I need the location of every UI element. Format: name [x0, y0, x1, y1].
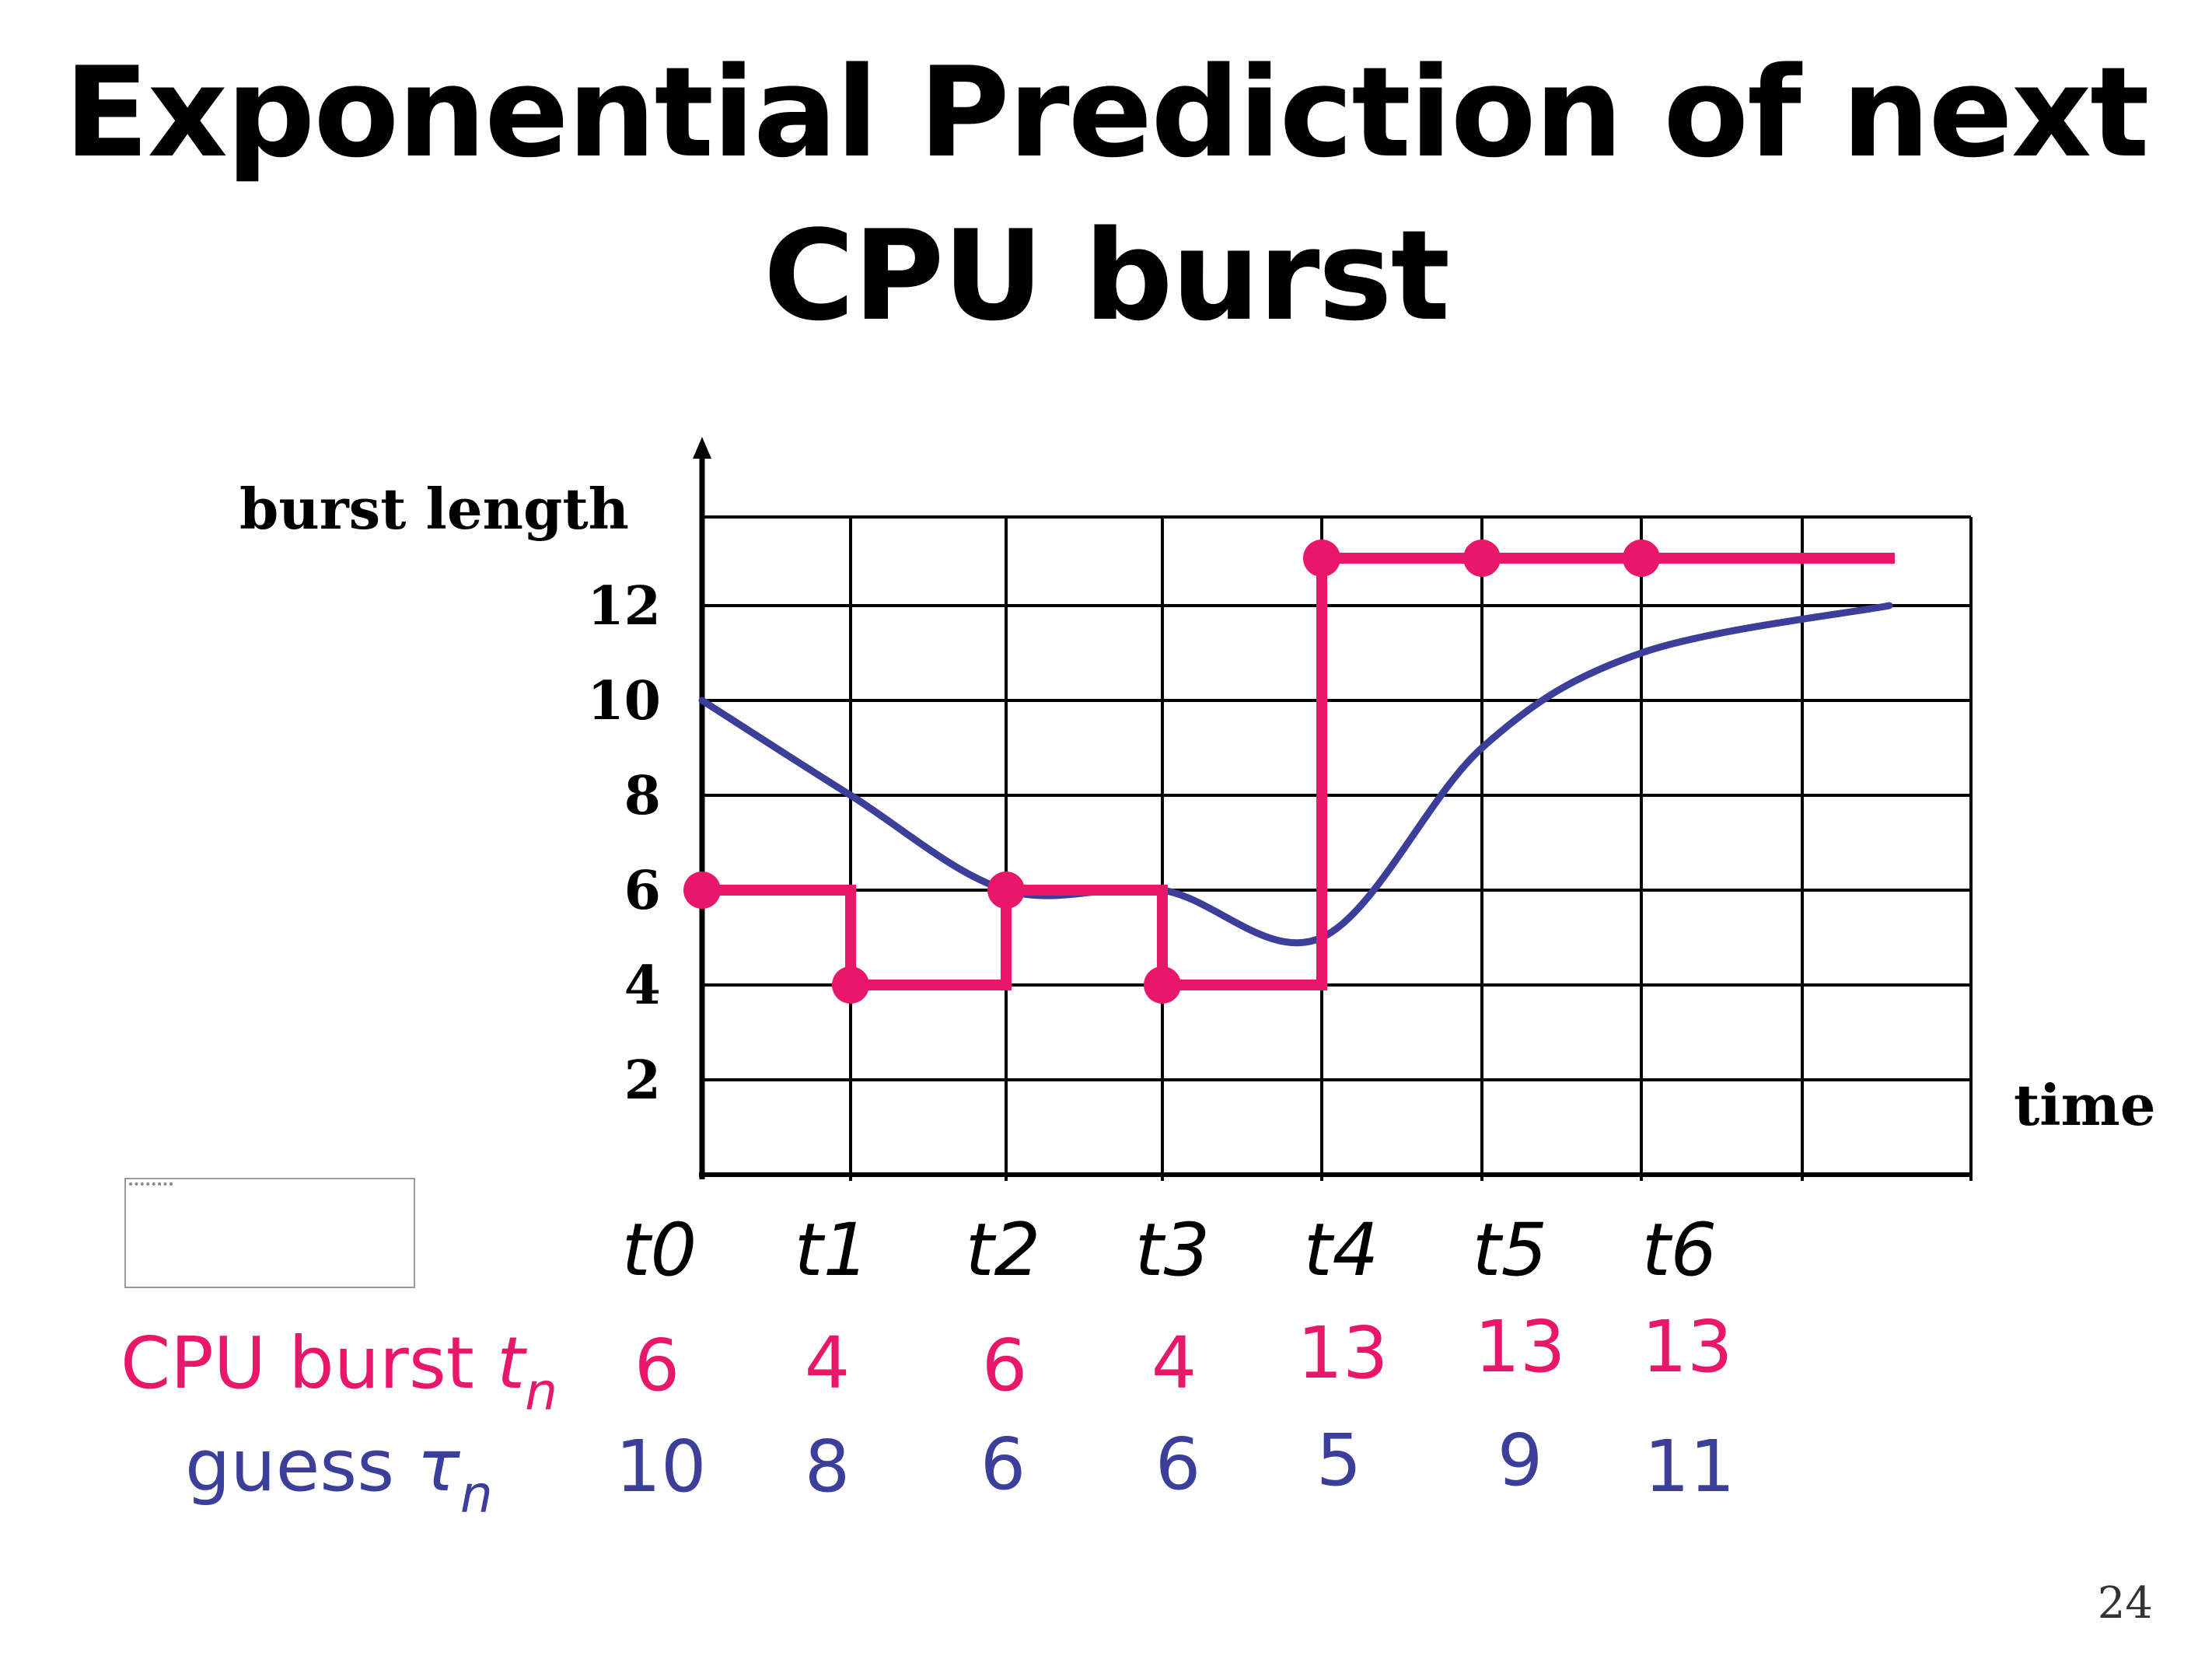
y-tick-label-2: 2 — [624, 1050, 661, 1112]
chart-grid — [702, 515, 1973, 1181]
y-tick-label-10: 10 — [587, 670, 661, 732]
cpu-burst-label-text: CPU burst — [121, 1322, 498, 1405]
slide-title-line-1: Exponential Prediction of next — [64, 40, 2149, 185]
cpu-burst-subscript: n — [525, 1362, 557, 1422]
burst-value-t5: 13 — [1474, 1305, 1565, 1388]
burst-value-t6: 13 — [1641, 1305, 1732, 1388]
guess-subscript: n — [460, 1465, 493, 1525]
burst-marker-t6 — [1623, 540, 1660, 577]
burst-value-t0: 6 — [634, 1324, 680, 1407]
time-label-t4: t4 — [1304, 1208, 1379, 1293]
guess-value-t6: 11 — [1644, 1425, 1735, 1508]
time-label-t3: t3 — [1135, 1208, 1211, 1293]
burst-marker-t3 — [1144, 966, 1181, 1004]
guess-value-t0: 10 — [615, 1425, 706, 1508]
chart-series — [683, 540, 1895, 1004]
chart-axes — [693, 437, 1971, 1179]
y-axis-title: burst length — [239, 476, 629, 542]
burst-marker-t2 — [987, 871, 1025, 909]
burst-step-line — [702, 553, 1895, 990]
page-number: 24 — [2097, 1578, 2153, 1629]
guess-symbol: τ — [417, 1424, 460, 1507]
guess-value-t1: 8 — [805, 1425, 851, 1508]
guess-label-text: guess — [185, 1424, 418, 1507]
guess-value-t2: 6 — [980, 1423, 1026, 1506]
y-tick-label-4: 4 — [624, 955, 661, 1017]
guess-value-t3: 6 — [1155, 1423, 1201, 1506]
time-label-t0: t0 — [622, 1208, 697, 1293]
time-label-t5: t5 — [1473, 1208, 1548, 1293]
x-axis-title: time — [2014, 1072, 2156, 1138]
empty-placeholder-box — [124, 1178, 415, 1288]
time-label-t2: t2 — [966, 1208, 1041, 1293]
cpu-burst-symbol: t — [497, 1322, 526, 1405]
y-axis-arrowhead — [693, 437, 711, 459]
burst-value-t1: 4 — [805, 1322, 851, 1405]
slide-title: Exponential Prediction of next CPU burst — [0, 31, 2212, 358]
y-tick-label-6: 6 — [624, 860, 661, 922]
burst-marker-t0 — [683, 871, 721, 909]
burst-value-t3: 4 — [1151, 1322, 1197, 1405]
cpu-burst-row-label: CPU burst tn — [121, 1328, 557, 1418]
y-tick-label-8: 8 — [624, 765, 661, 827]
guess-value-t5: 9 — [1497, 1419, 1543, 1502]
burst-marker-t4 — [1303, 540, 1340, 577]
placeholder-dots — [129, 1182, 173, 1190]
time-label-t1: t1 — [795, 1208, 870, 1293]
slide-title-line-2: CPU burst — [763, 203, 1450, 348]
burst-marker-t5 — [1463, 540, 1501, 577]
guess-row-label: guess τn — [185, 1430, 493, 1521]
burst-value-t4: 13 — [1297, 1311, 1388, 1395]
guess-value-t4: 5 — [1316, 1419, 1362, 1502]
burst-value-t2: 6 — [982, 1324, 1028, 1407]
guess-curve — [698, 602, 1893, 947]
burst-marker-t1 — [832, 966, 869, 1004]
time-label-t6: t6 — [1642, 1208, 1718, 1293]
y-tick-label-12: 12 — [587, 575, 661, 637]
